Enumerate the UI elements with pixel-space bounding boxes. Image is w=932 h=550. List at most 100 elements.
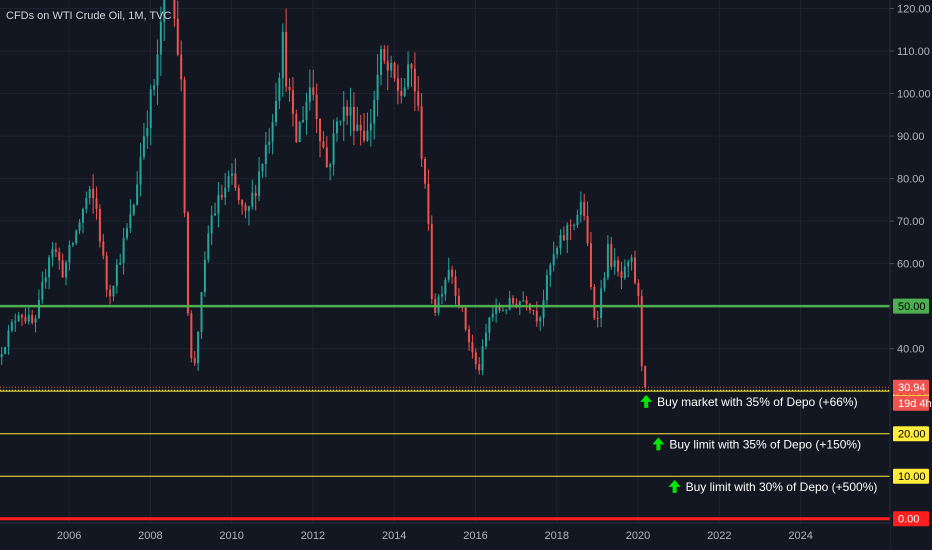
candle-body	[424, 158, 427, 184]
candle-body	[291, 90, 294, 114]
candle-body	[109, 289, 112, 297]
price-axis[interactable]: 120.00 110.00 100.00 90.00 80.00 70.00 60.00 40…	[889, 0, 932, 550]
candle-body	[315, 94, 318, 120]
candle-body	[478, 364, 481, 371]
last-price-badge-bg	[893, 379, 929, 395]
arrow-up-icon	[640, 394, 653, 408]
candle-body	[376, 74, 379, 101]
annotation-text: Buy limit with 35% of Depo (+150%)	[669, 437, 861, 451]
candle-body	[454, 276, 457, 296]
candle-body	[471, 342, 474, 353]
candle-body	[21, 315, 24, 318]
level-badge[interactable]: 10.00	[893, 468, 929, 484]
level-badge-bg	[893, 468, 929, 484]
candle-body	[7, 330, 10, 347]
candle-body	[122, 238, 125, 263]
candle-body	[227, 175, 230, 188]
candle-body	[24, 317, 27, 322]
candle-body	[484, 332, 487, 347]
level-badge[interactable]: 0.00	[893, 511, 929, 527]
candle-body	[41, 281, 44, 300]
candle-body	[258, 171, 261, 197]
candle-body	[281, 31, 284, 78]
candle-body	[352, 107, 355, 131]
candle-body	[119, 262, 122, 265]
candle-body	[457, 295, 460, 307]
y-tick-label: 100.00	[897, 89, 931, 101]
annotation-text: Buy limit with 30% of Depo (+500%)	[686, 480, 878, 494]
candle-body	[88, 188, 91, 199]
candle-body	[569, 224, 572, 226]
candle-body	[495, 306, 498, 314]
candle-body	[14, 321, 17, 323]
last-price-badge[interactable]: 30.94	[893, 379, 929, 395]
candle-body	[440, 294, 443, 297]
candle-body	[308, 87, 311, 102]
candle-body	[369, 123, 372, 131]
y-tick-label: 90.00	[897, 131, 925, 143]
candle-body	[203, 259, 206, 293]
candle-body	[190, 313, 193, 359]
candle-body	[379, 49, 382, 75]
candle-body	[620, 271, 623, 278]
time-axis-background	[0, 523, 890, 550]
x-tick-label: 2020	[626, 530, 650, 542]
candle-body	[420, 105, 423, 159]
candle-body	[640, 296, 643, 367]
chart-title: CFDs on WTI Crude Oil, 1M, TVC	[6, 10, 171, 22]
candle-body	[217, 194, 220, 214]
candle-body	[71, 243, 74, 246]
candle-body	[220, 194, 223, 198]
candle-body	[98, 209, 101, 242]
candles	[0, 0, 647, 389]
candle-body	[613, 260, 616, 267]
candle-body	[319, 119, 322, 142]
candle-body	[373, 100, 376, 124]
buy-annotation[interactable]: Buy limit with 35% of Depo (+150%)	[652, 437, 861, 451]
candle-body	[115, 264, 118, 286]
buy-annotation[interactable]: Buy market with 35% of Depo (+66%)	[640, 394, 858, 409]
candle-body	[627, 261, 630, 267]
candle-body	[132, 204, 135, 215]
countdown-badge[interactable]: 19d 4h	[893, 395, 932, 411]
level-badge[interactable]: 20.00	[893, 426, 929, 442]
candle-body	[586, 215, 589, 244]
candle-body	[488, 317, 491, 333]
candle-body	[342, 106, 345, 122]
candle-body	[10, 322, 13, 331]
candle-body	[129, 214, 132, 229]
x-tick-label: 2022	[707, 530, 731, 542]
countdown-badge-bg	[893, 395, 929, 411]
candle-body	[532, 310, 535, 312]
candle-body	[95, 198, 98, 210]
x-tick-label: 2014	[382, 530, 406, 542]
candle-body	[48, 257, 51, 278]
candle-body	[92, 188, 95, 199]
candle-body	[332, 133, 335, 165]
candle-body	[542, 300, 545, 318]
candle-body	[186, 212, 189, 314]
buy-annotation[interactable]: Buy limit with 30% of Depo (+500%)	[668, 479, 878, 494]
candle-body	[562, 235, 565, 241]
candle-body	[447, 269, 450, 280]
time-axis[interactable]: 2006 2008 2010 2012 2014 2016 2018 2020 2022 2024	[0, 522, 890, 550]
candle-body	[583, 201, 586, 216]
candle-body	[305, 101, 308, 121]
candle-body	[180, 54, 183, 80]
y-tick-label: 110.00	[897, 46, 930, 58]
candle-body	[451, 269, 454, 277]
level-badge[interactable]: 50.00	[893, 298, 929, 314]
candle-body	[31, 315, 34, 323]
candle-body	[271, 122, 274, 142]
candle-body	[498, 306, 501, 311]
candle-body	[600, 288, 603, 319]
candle-body	[288, 86, 291, 91]
y-tick-label: 60.00	[897, 259, 925, 271]
candle-body	[539, 317, 542, 322]
arrow-up-icon	[668, 479, 681, 493]
candle-body	[349, 107, 352, 116]
candle-body	[27, 315, 30, 322]
candle-body	[512, 297, 515, 304]
horizontal-levels	[0, 304, 890, 521]
